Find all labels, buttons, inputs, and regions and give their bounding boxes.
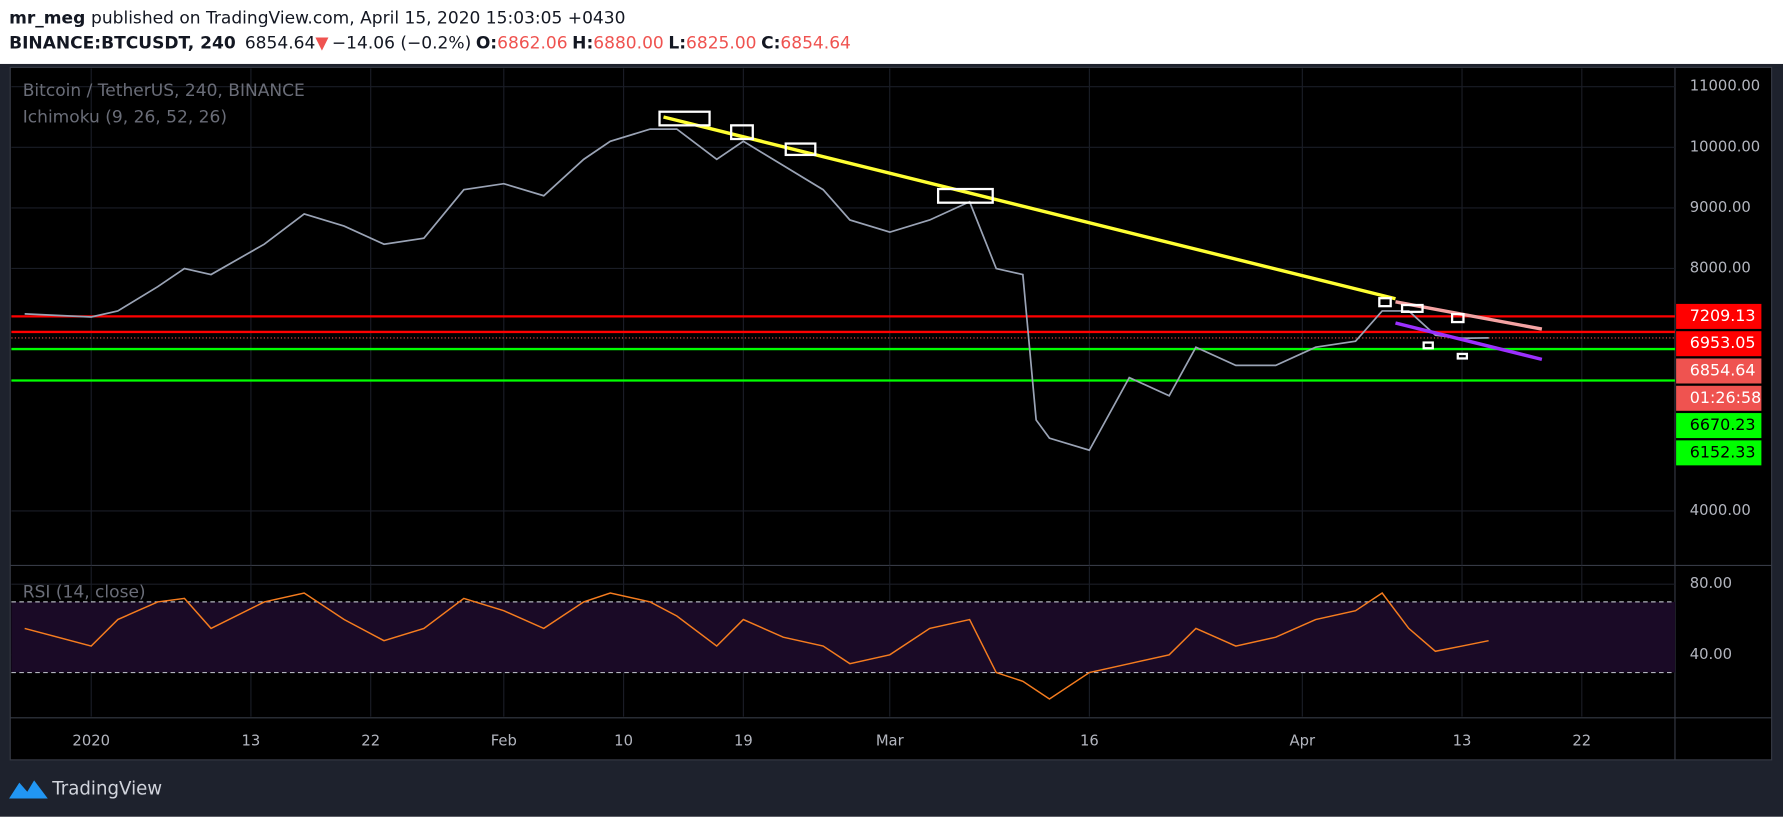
price-tag-label: 6953.05 xyxy=(1690,333,1756,352)
price-tag xyxy=(1676,331,1762,357)
x-tick-label: Feb xyxy=(491,733,517,750)
down-arrow: ▼ xyxy=(315,33,329,53)
price-tag xyxy=(1676,413,1762,439)
box xyxy=(784,142,817,157)
price-tag-label: 01:26:58 xyxy=(1690,388,1761,407)
ohlc-value: 6862.06 xyxy=(497,33,568,53)
plot: 2020 13 22 Feb 10 19 Mar 16 Apr 13 22 4000.00 8000.0… xyxy=(11,68,1762,750)
annotation-boxes xyxy=(658,110,1469,360)
y-tick-label: 4000.00 xyxy=(1690,502,1751,519)
x-tick-label: 10 xyxy=(614,733,633,750)
y-tick-label: 40.00 xyxy=(1690,646,1732,663)
y-tick-label: 10000.00 xyxy=(1690,138,1760,155)
x-tick-label: 22 xyxy=(361,733,380,750)
brand: TradingView xyxy=(51,778,162,799)
price-tag-label: 7209.13 xyxy=(1690,306,1756,325)
ohlc-label: O: xyxy=(476,33,497,53)
x-tick-label: 19 xyxy=(734,733,753,750)
rsi-band xyxy=(11,601,1675,673)
box xyxy=(1450,312,1465,324)
box xyxy=(1378,297,1392,308)
y-tick-label: 9000.00 xyxy=(1690,199,1751,216)
legend-title: Bitcoin / TetherUS, 240, BINANCE xyxy=(23,81,305,101)
header-line-2: BINANCE:BTCUSDT, 240 6854.64▼ −14.06 (−0.2… xyxy=(9,33,851,53)
box xyxy=(730,124,754,141)
header-line-1: mr_meg published on TradingView.com, Apri… xyxy=(9,8,625,28)
ohlc-label: H: xyxy=(572,33,593,53)
x-tick-label: Apr xyxy=(1290,733,1316,750)
last-price: 6854.64 xyxy=(245,33,316,53)
price-tag-label: 6152.33 xyxy=(1690,442,1756,461)
price-tag-label: 6670.23 xyxy=(1690,415,1756,434)
price-line xyxy=(24,128,1489,452)
ohlc-value: 6854.64 xyxy=(780,33,851,53)
box xyxy=(1456,352,1469,360)
rsi-line xyxy=(24,592,1489,700)
price-tag xyxy=(1676,303,1762,329)
x-tick-label: 16 xyxy=(1080,733,1099,750)
y-tick-label: 8000.00 xyxy=(1690,259,1751,276)
x-tick-label: 22 xyxy=(1572,733,1591,750)
x-tick-label: Mar xyxy=(876,733,905,750)
ohlc-value: 6880.00 xyxy=(593,33,664,53)
box xyxy=(1400,303,1424,313)
price-tag xyxy=(1676,358,1762,384)
published: published on TradingView.com, April 15, … xyxy=(91,8,625,28)
ohlc-label: C: xyxy=(761,33,780,53)
box xyxy=(936,187,994,204)
trendline xyxy=(1395,300,1543,331)
author: mr_meg xyxy=(9,8,85,28)
ohlc-value: 6825.00 xyxy=(686,33,757,53)
change: −14.06 (−0.2%) xyxy=(332,33,471,53)
box xyxy=(658,110,711,127)
legend-indicator: Ichimoku (9, 26, 52, 26) xyxy=(23,107,227,127)
box xyxy=(1422,341,1434,350)
y-tick-label: 80.00 xyxy=(1690,575,1732,592)
x-tick-label: 13 xyxy=(1453,733,1472,750)
logo xyxy=(9,780,48,799)
price-tag xyxy=(1676,385,1762,411)
symbol: BINANCE:BTCUSDT, 240 xyxy=(9,33,236,53)
price-tag-label: 6854.64 xyxy=(1690,360,1756,379)
logo-icon xyxy=(9,780,48,799)
y-tick-label: 11000.00 xyxy=(1690,78,1760,95)
x-tick-label: 13 xyxy=(242,733,261,750)
price-tag xyxy=(1676,440,1762,466)
ohlc-label: L: xyxy=(668,33,686,53)
x-tick-label: 2020 xyxy=(72,733,110,750)
trendline xyxy=(1395,321,1543,362)
rsi-legend: RSI (14, close) xyxy=(23,583,146,603)
